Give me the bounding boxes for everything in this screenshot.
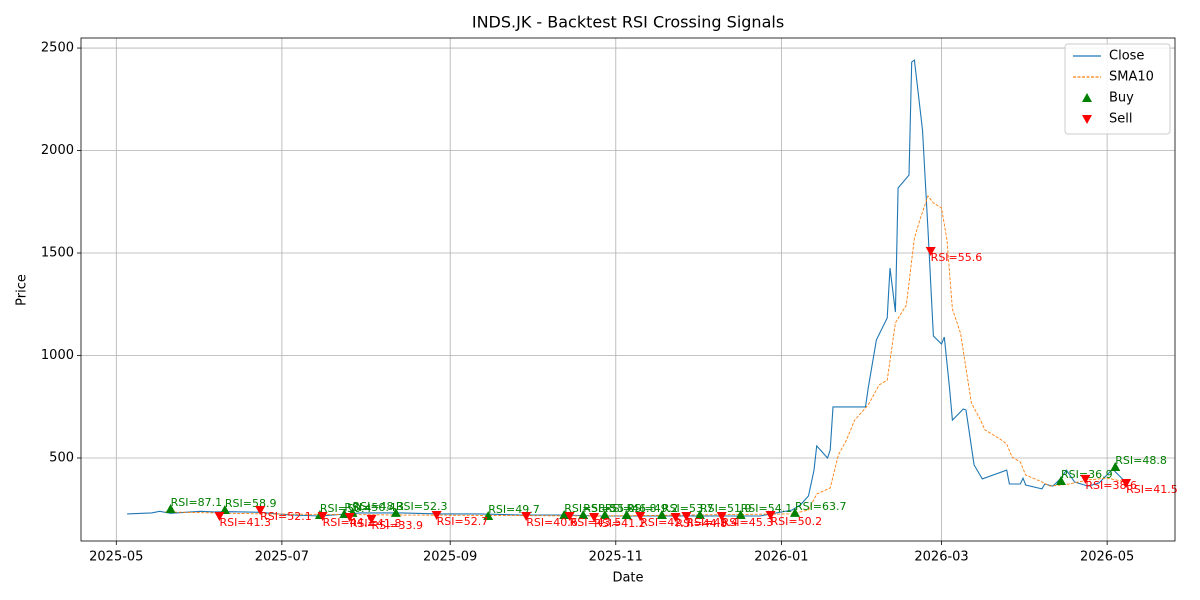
signal-label: RSI=50.4 (344, 501, 396, 514)
signal-label: RSI=55.6 (931, 251, 983, 264)
y-tick-label: 1500 (41, 246, 74, 261)
buy-marker (694, 509, 705, 519)
sell-marker (589, 513, 600, 523)
x-tick-label: 2026-01 (754, 550, 808, 565)
x-tick-label: 2026-05 (1080, 550, 1134, 565)
buy-marker (735, 509, 746, 519)
sell-marker (366, 514, 377, 524)
y-tick-label: 2500 (41, 41, 74, 56)
sell-marker (344, 513, 355, 523)
signal-label: RSI=41.8 (350, 517, 402, 530)
signal-label: RSI=49.7 (488, 503, 540, 516)
sell-marker (635, 511, 646, 521)
legend-label: Buy (1109, 91, 1134, 106)
x-tick-label: 2025-07 (255, 550, 309, 565)
sell-marker (670, 513, 681, 523)
x-tick-label: 2025-09 (423, 550, 477, 565)
series-line (165, 195, 1127, 517)
buy-marker (483, 510, 494, 520)
sell-marker (716, 511, 727, 521)
signal-label: RSI=33.9 (371, 519, 423, 532)
y-axis-label: Price (15, 274, 30, 306)
sell-marker (925, 246, 936, 256)
legend-swatch (1082, 115, 1092, 124)
signal-label: RSI=52.3 (396, 500, 448, 513)
signal-label: RSI=36.9 (1061, 468, 1113, 481)
signal-label: RSI=51.9 (700, 502, 752, 515)
buy-marker (621, 509, 632, 519)
buy-marker (559, 509, 570, 519)
signal-label: RSI=44.2 (323, 516, 375, 529)
buy-marker (656, 509, 667, 519)
sell-marker (431, 510, 442, 520)
signal-label: RSI=50.4 (320, 502, 372, 515)
buy-marker (1110, 462, 1121, 472)
y-tick-label: 1000 (41, 348, 74, 363)
signal-label: RSI=48.8 (1115, 454, 1167, 467)
signal-label: RSI=45.3 (722, 516, 774, 529)
sell-marker (765, 510, 776, 520)
signal-label: RSI=50.2 (771, 515, 823, 528)
signal-label: RSI=43.5 (570, 516, 622, 529)
legend-label: Sell (1109, 112, 1132, 127)
legend: Close SMA10 Buy Sell (1064, 43, 1171, 135)
signal-label: RSI=44.8 (676, 517, 728, 530)
signal-label: RSI=54.1 (741, 502, 793, 515)
buy-marker (219, 505, 230, 515)
buy-marker (599, 509, 610, 519)
signal-label: RSI=42.7 (640, 516, 692, 529)
sell-marker (681, 511, 692, 521)
legend-box (1064, 43, 1171, 135)
chart-title: INDS.JK - Backtest RSI Crossing Signals (472, 13, 784, 32)
buy-marker (165, 504, 176, 514)
signal-label: RSI=52.7 (437, 515, 489, 528)
signal-label: RSI=46.4 (686, 516, 738, 529)
legend-label: SMA10 (1109, 70, 1154, 85)
legend-swatch (1082, 93, 1092, 102)
legend-label: Close (1109, 49, 1144, 64)
buy-marker (390, 507, 401, 517)
sell-marker (1121, 478, 1132, 488)
signal-label: RSI=41.5 (1126, 483, 1178, 496)
buy-marker (578, 509, 589, 519)
sell-marker (255, 506, 266, 516)
signal-label: RSI=52.1 (260, 510, 312, 523)
x-tick-label: 2026-03 (914, 550, 968, 565)
signal-label: RSI=55.0 (583, 502, 635, 515)
signal-label: RSI=40.6 (526, 516, 578, 529)
buy-marker (789, 507, 800, 517)
signal-label: RSI=49.2 (627, 502, 679, 515)
sell-marker (1080, 474, 1091, 484)
x-axis-label: Date (612, 571, 643, 586)
signal-label: RSI=58.3 (564, 502, 616, 515)
signal-label: RSI=41.2 (594, 517, 646, 530)
series-line (127, 59, 1124, 517)
signal-label: RSI=48.3 (352, 500, 404, 513)
plot-frame (80, 37, 1176, 542)
signal-label: RSI=58.9 (225, 497, 277, 510)
sell-marker (564, 511, 575, 521)
sell-marker (214, 511, 225, 521)
signal-label: RSI=46.8 (605, 502, 657, 515)
signal-label: RSI=87.1 (171, 496, 223, 509)
sell-marker (317, 511, 328, 521)
signal-label: RSI=63.7 (795, 500, 847, 513)
y-tick-label: 500 (49, 450, 74, 465)
x-tick-label: 2025-05 (89, 550, 143, 565)
y-tick-label: 2000 (41, 143, 74, 158)
signal-label: RSI=41.3 (219, 516, 271, 529)
buy-marker (1055, 475, 1066, 485)
sell-marker (521, 511, 532, 521)
x-tick-label: 2025-11 (589, 550, 643, 565)
